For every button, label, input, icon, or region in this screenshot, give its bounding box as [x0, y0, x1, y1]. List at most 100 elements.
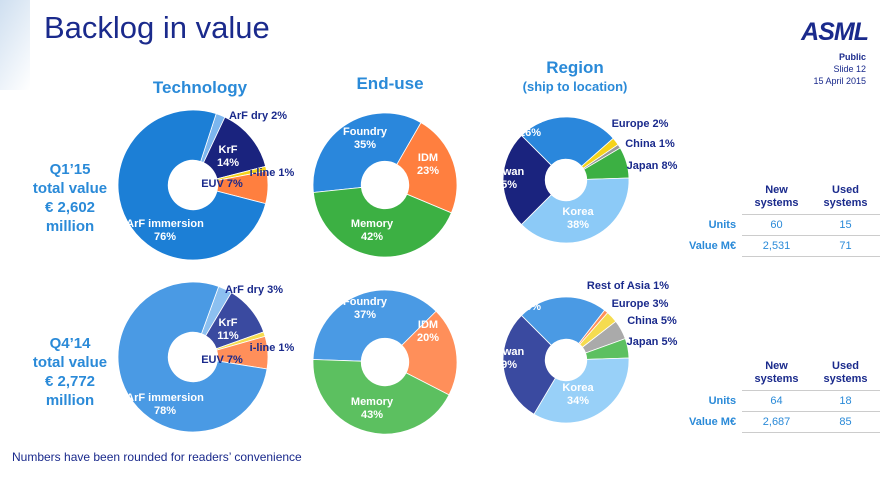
- end-q4-label: Memory 43%: [327, 396, 417, 422]
- slice-name: USA: [518, 114, 542, 126]
- reg-q4-label: Taiwan 29%: [461, 346, 551, 372]
- slice-percent: 7%: [226, 354, 243, 366]
- slice-name: Taiwan: [487, 166, 525, 178]
- end-q4-slice-foundry: [312, 289, 437, 362]
- tech-q1-label: ArF immersion 76%: [120, 218, 210, 244]
- row-label: Units: [708, 395, 737, 407]
- region-heading: Region: [546, 58, 604, 77]
- slice-name: Memory: [350, 396, 394, 408]
- slice-percent: 3%: [652, 298, 669, 310]
- slice-percent: 3%: [267, 284, 284, 296]
- reg-q1-label: USA 26%: [485, 114, 575, 140]
- slice-percent: 38%: [566, 219, 590, 231]
- end-q4-slice-memory: [312, 359, 450, 435]
- slice-percent: 1%: [278, 342, 295, 354]
- q1-total-label: Q1’15 total value € 2,602 million: [20, 160, 120, 236]
- tech-q4-label: EUV 7%: [177, 354, 267, 367]
- tech-q4-label: ArF immersion 78%: [120, 392, 210, 418]
- slice-name: EUV: [201, 354, 224, 366]
- cell: 2,531: [742, 235, 812, 257]
- date: 15 April 2015: [813, 76, 866, 86]
- reg-q4-label: Japan 5%: [607, 336, 697, 349]
- enduse-heading: End-use: [356, 74, 424, 93]
- slice-percent: 23%: [518, 301, 542, 313]
- classification: Public: [838, 52, 866, 62]
- systems-table-q1: New systems Used systems Units 60 15 Value …: [676, 180, 880, 257]
- slice-percent: 5%: [660, 315, 677, 327]
- slice-percent: 1%: [278, 167, 295, 179]
- reg-q4-label: Korea 34%: [533, 382, 623, 408]
- slice-percent: 7%: [226, 178, 243, 190]
- end-q4-label: IDM 20%: [383, 319, 473, 345]
- slice-name: Foundry: [343, 126, 387, 138]
- slice-percent: 25%: [494, 179, 518, 191]
- row-period: Q4’14: [49, 335, 91, 352]
- slice-percent: 37%: [353, 309, 377, 321]
- reg-q1-label: China 1%: [605, 138, 695, 151]
- slice-name: Japan: [626, 160, 659, 172]
- end-q1-slice-foundry: [312, 112, 422, 193]
- end-q1-label: Memory 42%: [327, 218, 417, 244]
- row-value: € 2,772: [44, 373, 96, 390]
- slice-percent: 2%: [271, 110, 288, 122]
- row-value: € 2,602: [44, 199, 96, 216]
- decorative-corner: [0, 0, 30, 90]
- slice-percent: 43%: [360, 409, 384, 421]
- slice-percent: 34%: [566, 395, 590, 407]
- slice-name: Korea: [562, 206, 594, 218]
- tech-q1-label: EUV 7%: [177, 178, 267, 191]
- row-period: Q1’15: [49, 161, 91, 178]
- row-caption: total value: [32, 354, 108, 371]
- row-label: Value M€: [688, 416, 737, 428]
- table-row: Value M€ 2,531 71: [676, 235, 880, 257]
- end-q1-label: Foundry 35%: [320, 126, 410, 152]
- slice-percent: 23%: [416, 165, 440, 177]
- slice-name: ArF immersion: [126, 218, 204, 230]
- tech-q1-label: i-line 1%: [227, 167, 317, 180]
- slice-percent: 14%: [216, 157, 240, 169]
- cell: 2,687: [742, 411, 812, 433]
- slice-name: USA: [518, 288, 542, 300]
- reg-q1-label: Europe 2%: [595, 118, 685, 131]
- row-unit: million: [45, 392, 95, 409]
- table-row: Value M€ 2,687 85: [676, 411, 880, 433]
- tech-q4-label: ArF dry 3%: [209, 284, 299, 297]
- region-subheading: (ship to location): [522, 79, 628, 94]
- reg-q1-label: Korea 38%: [533, 206, 623, 232]
- reg-q4-slice-taiwan: [502, 314, 556, 415]
- slice-name: China: [625, 138, 656, 150]
- col-header: Used systems: [823, 184, 868, 209]
- slice-name: Korea: [562, 382, 594, 394]
- systems-table-q4: New systems Used systems Units 64 18 Value …: [676, 356, 880, 433]
- col-header: New systems: [754, 184, 799, 209]
- reg-q4-label: Europe 3%: [595, 298, 685, 311]
- tech-q1-label: ArF dry 2%: [213, 110, 303, 123]
- slice-name: Europe: [611, 118, 650, 130]
- slice-percent: 42%: [360, 231, 384, 243]
- slice-percent: 35%: [353, 139, 377, 151]
- slice-name: Memory: [350, 218, 394, 230]
- reg-q1-label: Taiwan 25%: [461, 166, 551, 192]
- slice-percent: 1%: [658, 138, 675, 150]
- reg-q1-slice-taiwan: [502, 134, 552, 226]
- row-label: Units: [708, 219, 737, 231]
- tech-q4-label: i-line 1%: [227, 342, 317, 355]
- table-row: Units 64 18: [676, 390, 880, 412]
- slice-percent: 76%: [153, 231, 177, 243]
- slice-name: Europe: [611, 298, 650, 310]
- slice-name: i-line: [249, 167, 276, 179]
- end-q4-slice-idm: [401, 310, 458, 396]
- slice-name: Japan: [626, 336, 659, 348]
- slice-name: Rest of Asia: [586, 280, 651, 292]
- slice-percent: 1%: [653, 280, 670, 292]
- slice-percent: 2%: [652, 118, 669, 130]
- page-title: Backlog in value: [44, 10, 270, 45]
- slide-number: Slide 12: [833, 64, 866, 74]
- slice-name: Foundry: [343, 296, 387, 308]
- reg-q4-label: USA 23%: [485, 288, 575, 314]
- row-label: Value M€: [688, 240, 737, 252]
- slice-percent: 20%: [416, 332, 440, 344]
- slice-name: EUV: [201, 178, 224, 190]
- tech-q4-label: KrF 11%: [183, 317, 273, 343]
